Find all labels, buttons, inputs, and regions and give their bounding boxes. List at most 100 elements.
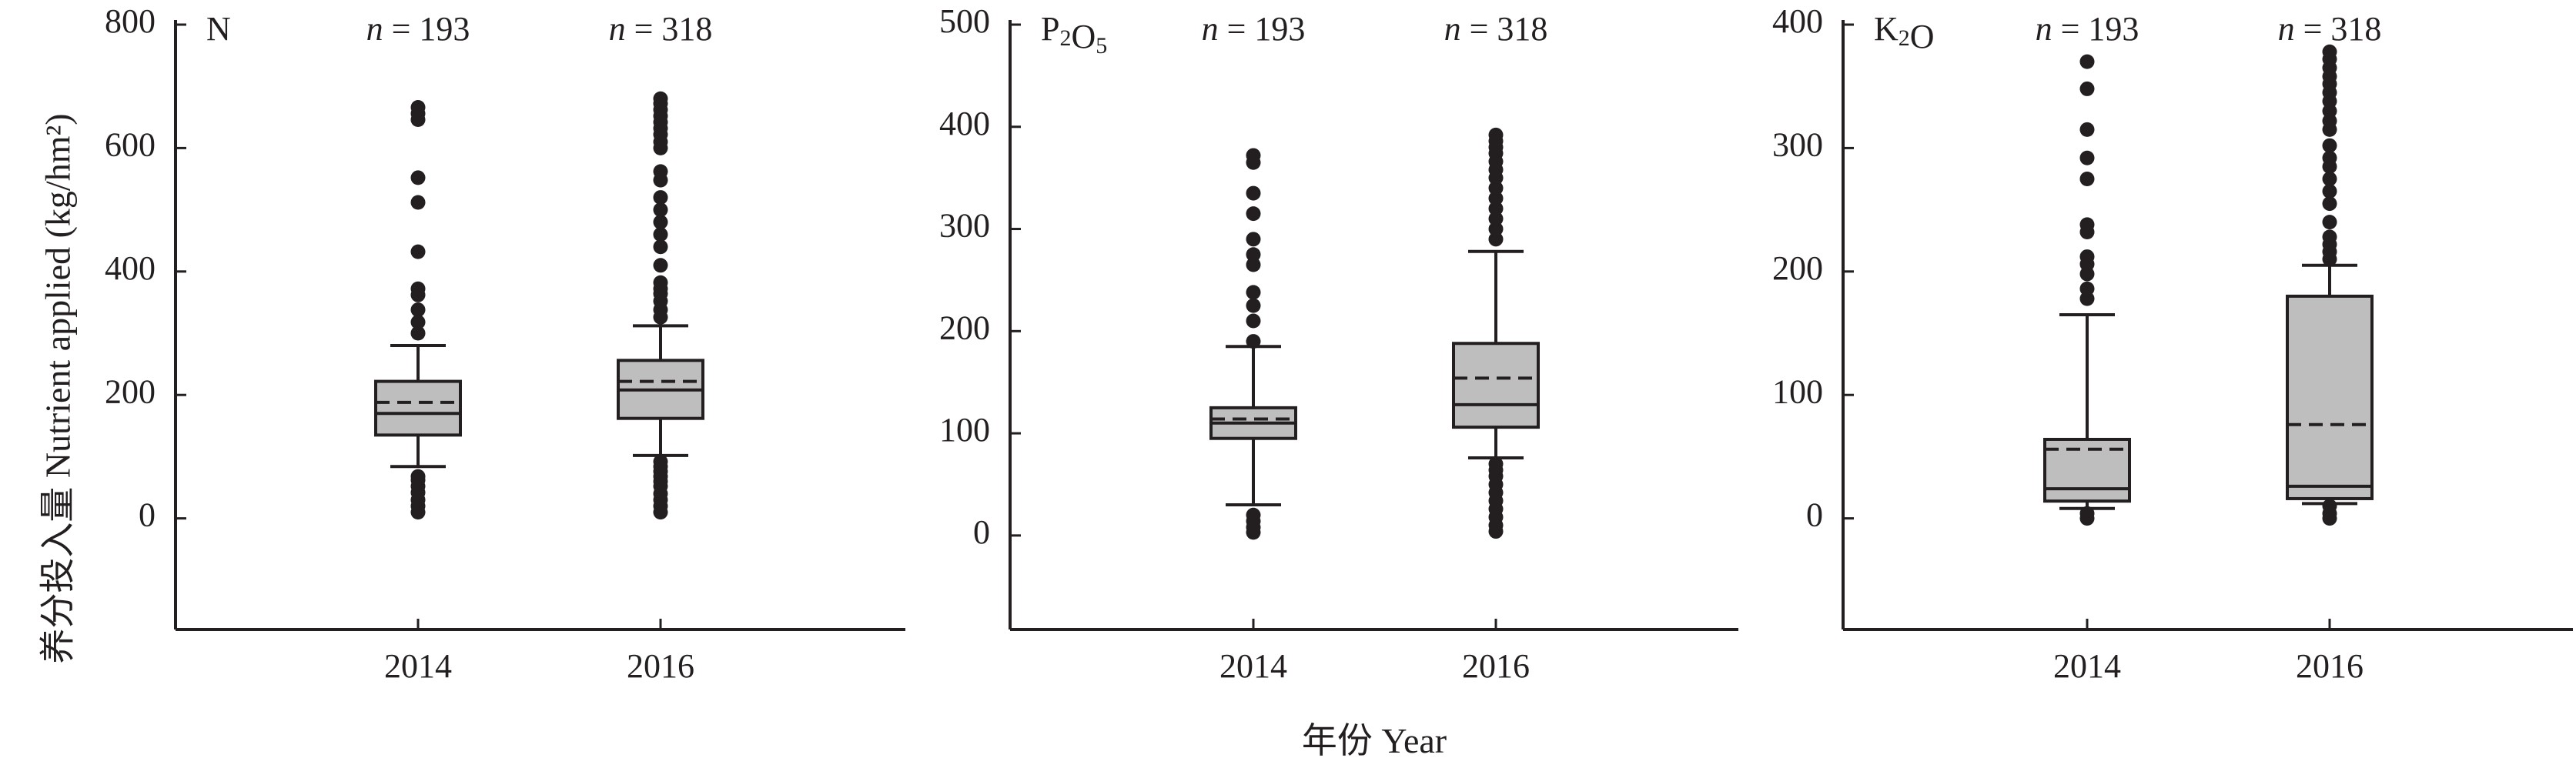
outlier-point	[653, 275, 668, 290]
outlier-point	[2322, 184, 2337, 199]
outlier-point	[2322, 215, 2337, 230]
outlier-point	[1246, 148, 1261, 163]
box-2014	[2043, 54, 2131, 526]
outlier-point	[1246, 185, 1261, 201]
y-tick-label: 200	[1772, 249, 1823, 287]
n-label: n = 318	[2278, 10, 2382, 48]
y-tick-label: 300	[1772, 126, 1823, 164]
outlier-point	[653, 258, 668, 273]
outlier-point	[1246, 247, 1261, 262]
panel-3: 0 100 200 300 400 2014 2016 K2O n = 193 n = 318	[1772, 2, 2573, 685]
y-tick-label: 400	[1772, 2, 1823, 40]
x-axis-title: 年份 Year	[1302, 721, 1447, 760]
x-tick-label: 2016	[627, 647, 694, 685]
outlier-point	[1246, 334, 1261, 349]
outlier-point	[1488, 222, 1504, 237]
outlier-point	[1246, 232, 1261, 247]
outlier-point	[2079, 122, 2095, 137]
panel-label: K2O	[1874, 10, 1935, 55]
x-tick-label: 2014	[384, 647, 452, 685]
outlier-point	[410, 302, 426, 318]
iqr-box	[1452, 342, 1540, 429]
y-tick-label: 200	[105, 372, 156, 410]
outlier-point	[1246, 206, 1261, 222]
y-tick-label: 600	[105, 126, 156, 164]
outlier-point	[653, 215, 668, 230]
outlier-point	[2079, 150, 2095, 165]
y-tick-label: 100	[939, 411, 990, 449]
outlier-point	[1246, 313, 1261, 329]
y-tick-label: 0	[973, 513, 990, 551]
x-tick-label: 2016	[2296, 647, 2364, 685]
panel-label: P2O5	[1041, 10, 1107, 58]
y-axis-title: 养分投入量 Nutrient applied (kg/hm²)	[38, 113, 78, 663]
outlier-point	[1246, 257, 1261, 272]
n-label: n = 193	[1202, 10, 1306, 48]
iqr-box	[374, 379, 462, 437]
panels: 0 200 400 600 800 2014 2016 N n = 193 n = 318 0 100…	[105, 2, 2573, 685]
outlier-point	[410, 170, 426, 185]
panel-1: 0 200 400 600 800 2014 2016 N n = 193 n = 318	[105, 2, 905, 685]
outlier-point	[2322, 196, 2337, 212]
x-tick-label: 2014	[1219, 647, 1287, 685]
outlier-point	[2322, 229, 2337, 245]
outlier-point	[653, 454, 668, 469]
outlier-point	[1488, 232, 1504, 247]
panel-2: 0 100 200 300 400 500 2014 2016 P2O5 n = 193 n = 3…	[939, 2, 1738, 685]
outlier-point	[1488, 201, 1504, 216]
outlier-point	[2079, 81, 2095, 96]
n-label: n = 318	[1444, 10, 1548, 48]
n-label: n = 193	[366, 10, 470, 48]
n-label: n = 193	[2036, 10, 2139, 48]
outlier-point	[2079, 281, 2095, 296]
outlier-point	[2079, 249, 2095, 265]
x-tick-label: 2016	[1462, 647, 1530, 685]
y-tick-label: 200	[939, 309, 990, 346]
x-tick-label: 2014	[2053, 647, 2121, 685]
outlier-point	[2322, 150, 2337, 165]
y-tick-label: 800	[105, 2, 156, 40]
outlier-point	[410, 315, 426, 330]
outlier-point	[653, 202, 668, 218]
y-tick-label: 0	[139, 496, 156, 534]
outlier-point	[1246, 298, 1261, 313]
panel-label: N	[206, 10, 231, 48]
outlier-point	[653, 190, 668, 205]
box-2014	[1209, 148, 1297, 540]
y-tick-label: 0	[1806, 496, 1823, 534]
outlier-point	[1246, 507, 1261, 523]
outlier-point	[1488, 211, 1504, 226]
box-2016	[617, 91, 704, 520]
box-2016	[1452, 127, 1540, 539]
outlier-point	[410, 326, 426, 341]
outlier-point	[410, 469, 426, 484]
outlier-point	[2322, 138, 2337, 153]
y-tick-label: 500	[939, 2, 990, 40]
box-2014	[374, 99, 462, 520]
outlier-point	[653, 239, 668, 255]
outlier-point	[653, 227, 668, 242]
outlier-point	[1488, 180, 1504, 195]
outlier-point	[2079, 54, 2095, 69]
outlier-point	[653, 164, 668, 179]
y-tick-label: 300	[939, 207, 990, 245]
outlier-point	[2079, 217, 2095, 232]
outlier-point	[1488, 127, 1504, 142]
iqr-box	[2286, 294, 2374, 500]
outlier-point	[410, 281, 426, 296]
outlier-point	[410, 99, 426, 115]
y-tick-label: 100	[1772, 372, 1823, 410]
outlier-point	[653, 91, 668, 106]
outlier-point	[410, 244, 426, 259]
outlier-point	[2322, 172, 2337, 187]
outlier-point	[1488, 456, 1504, 472]
y-tick-label: 400	[939, 105, 990, 142]
box-2016	[2286, 44, 2374, 526]
y-tick-label: 400	[105, 249, 156, 287]
outlier-point	[2322, 499, 2337, 514]
outlier-point	[410, 195, 426, 210]
outlier-point	[1488, 191, 1504, 206]
outlier-point	[1246, 285, 1261, 300]
n-label: n = 318	[609, 10, 713, 48]
